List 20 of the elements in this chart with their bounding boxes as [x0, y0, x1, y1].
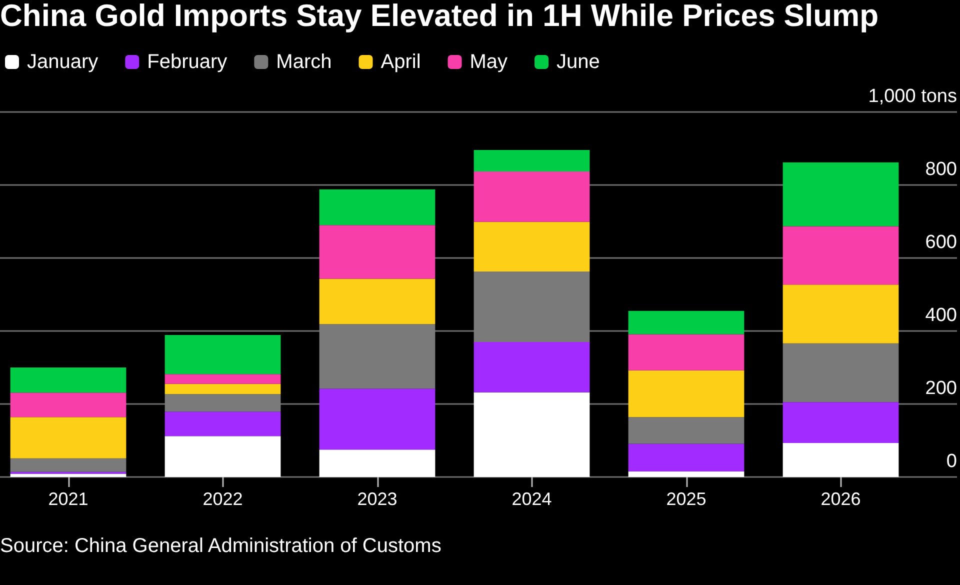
- y-tick-label: 1,000 tons: [868, 86, 957, 107]
- legend-label: June: [556, 51, 600, 73]
- legend-label: January: [27, 51, 98, 73]
- chart-title: China Gold Imports Stay Elevated in 1H While Prices Slump: [0, 0, 879, 33]
- x-tick-label: 2026: [820, 489, 861, 509]
- x-tick-label: 2022: [202, 489, 243, 509]
- legend-label: February: [147, 51, 228, 73]
- x-tick-label: 2024: [512, 489, 552, 509]
- legend-label: May: [470, 51, 508, 73]
- legend-label: April: [380, 51, 421, 73]
- source-note: Source: China General Administration of Customs: [0, 535, 442, 557]
- y-tick-label: 400: [925, 305, 957, 326]
- y-tick-label: 0: [946, 451, 957, 472]
- y-tick-label: 800: [925, 159, 957, 180]
- x-tick-label: 2021: [48, 489, 88, 509]
- y-tick-label: 200: [925, 378, 957, 399]
- x-tick-label: 2023: [357, 489, 398, 509]
- legend-label: March: [276, 51, 332, 73]
- x-tick-label: 2025: [666, 489, 706, 509]
- y-tick-label: 600: [925, 232, 957, 253]
